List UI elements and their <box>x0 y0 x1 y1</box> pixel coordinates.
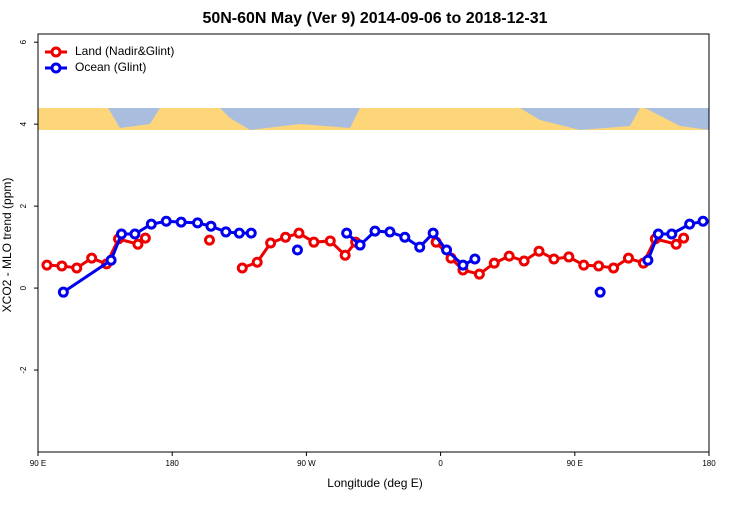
x-tick-label: 90 E <box>567 459 583 468</box>
data-point <box>457 259 469 271</box>
data-point <box>488 257 500 269</box>
data-point <box>245 227 257 239</box>
data-point <box>293 227 305 239</box>
map-strip <box>38 108 709 130</box>
chart-title: 50N-60N May (Ver 9) 2014-09-06 to 2018-1… <box>202 10 547 27</box>
data-point <box>684 218 696 230</box>
data-point <box>533 245 545 257</box>
data-point <box>105 254 117 266</box>
data-point <box>384 226 396 238</box>
y-tick-label: 6 <box>19 39 28 44</box>
data-point <box>324 235 336 247</box>
y-tick-label: -2 <box>19 366 28 374</box>
data-point <box>341 227 353 239</box>
data-point <box>593 260 605 272</box>
y-tick-label: 0 <box>19 285 28 290</box>
y-tick-label: 2 <box>19 203 28 208</box>
data-point <box>399 231 411 243</box>
data-point <box>308 236 320 248</box>
data-point <box>160 215 172 227</box>
data-point <box>642 254 654 266</box>
data-point <box>233 227 245 239</box>
x-tick-label: 180 <box>702 459 716 468</box>
data-point <box>548 253 560 265</box>
data-point <box>205 220 217 232</box>
legend-marker <box>50 46 62 58</box>
data-point <box>203 234 215 246</box>
data-point <box>251 256 263 268</box>
data-point <box>469 253 481 265</box>
data-point <box>139 232 151 244</box>
data-point <box>608 262 620 274</box>
y-tick-label: 4 <box>19 121 28 126</box>
data-point <box>265 237 277 249</box>
data-point <box>678 232 690 244</box>
data-point <box>652 228 664 240</box>
series-line <box>62 219 704 294</box>
data-point <box>441 244 453 256</box>
data-point <box>145 218 157 230</box>
data-point <box>41 259 53 271</box>
data-point <box>291 244 303 256</box>
data-point <box>594 286 606 298</box>
x-tick-label: 90 W <box>297 459 316 468</box>
y-axis-label: XCO2 - MLO trend (ppm) <box>0 178 14 313</box>
x-tick-label: 90 E <box>30 459 46 468</box>
x-tick-label: 180 <box>166 459 180 468</box>
data-point <box>354 239 366 251</box>
data-point <box>666 228 678 240</box>
data-point <box>427 227 439 239</box>
data-point <box>622 252 634 264</box>
data-point <box>518 255 530 267</box>
plot-frame <box>37 33 710 453</box>
data-point <box>56 260 68 272</box>
data-point <box>71 262 83 274</box>
data-point <box>339 249 351 261</box>
legend-label: Land (Nadir&Glint) <box>75 44 174 58</box>
data-point <box>116 228 128 240</box>
data-point <box>280 231 292 243</box>
data-point <box>57 286 69 298</box>
legend-label: Ocean (Glint) <box>75 60 146 74</box>
x-axis-label: Longitude (deg E) <box>327 476 422 490</box>
data-point <box>175 216 187 228</box>
data-point <box>563 251 575 263</box>
data-point <box>473 268 485 280</box>
data-point <box>414 241 426 253</box>
data-point <box>578 259 590 271</box>
data-point <box>220 226 232 238</box>
data-point <box>132 238 144 250</box>
data-point <box>192 217 204 229</box>
data-point <box>369 225 381 237</box>
data-point <box>503 250 515 262</box>
data-point <box>86 252 98 264</box>
data-point <box>129 228 141 240</box>
legend-marker <box>50 62 62 74</box>
x-tick-label: 0 <box>438 459 443 468</box>
data-point <box>697 215 709 227</box>
data-point <box>236 262 248 274</box>
data-point <box>670 238 682 250</box>
